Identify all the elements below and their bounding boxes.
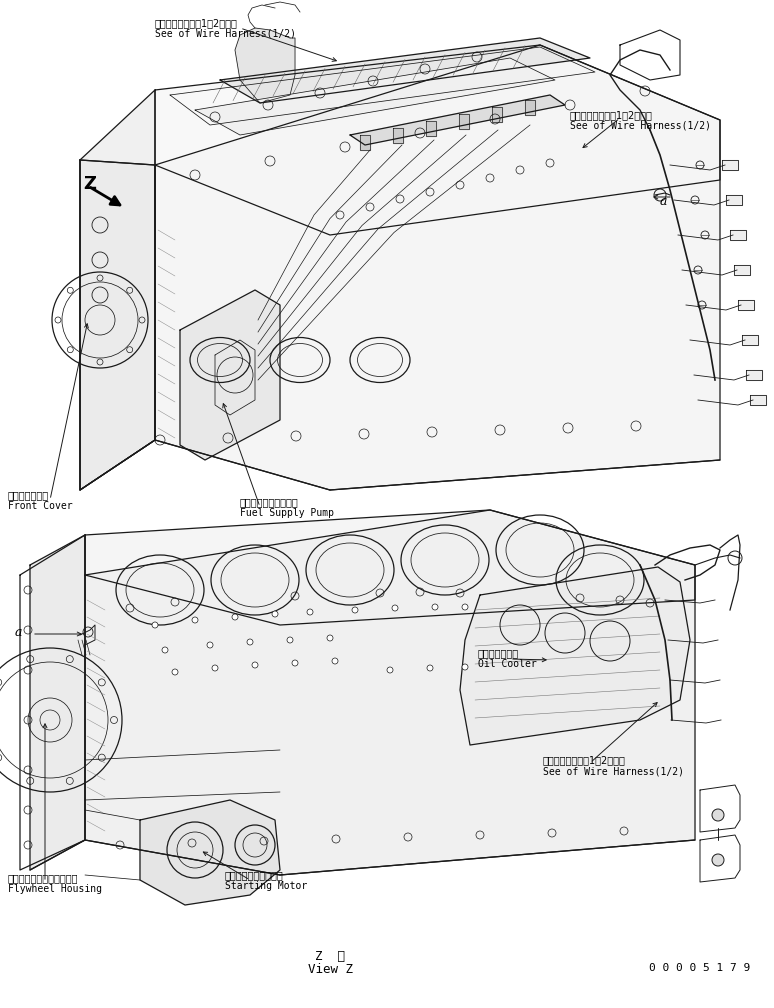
Circle shape (712, 809, 724, 821)
Polygon shape (85, 510, 695, 625)
Circle shape (327, 635, 333, 641)
Circle shape (427, 665, 433, 671)
Circle shape (392, 605, 398, 611)
Circle shape (292, 660, 298, 666)
Polygon shape (426, 121, 436, 136)
Circle shape (712, 854, 724, 866)
Polygon shape (195, 58, 555, 135)
Polygon shape (220, 38, 590, 103)
Text: a: a (660, 195, 667, 208)
Polygon shape (360, 135, 370, 150)
Text: See of Wire Harness(1/2): See of Wire Harness(1/2) (155, 29, 296, 39)
Text: Front Cover: Front Cover (8, 501, 73, 511)
Text: スターティングモータ: スターティングモータ (225, 870, 284, 880)
Polygon shape (80, 90, 155, 490)
Circle shape (172, 669, 178, 675)
Polygon shape (742, 335, 758, 345)
Polygon shape (525, 100, 535, 115)
Circle shape (332, 658, 338, 664)
Circle shape (247, 639, 253, 645)
Polygon shape (350, 95, 565, 145)
Text: オイルクーラー: オイルクーラー (478, 648, 519, 658)
Circle shape (152, 622, 158, 628)
Polygon shape (722, 160, 738, 170)
Polygon shape (155, 45, 720, 235)
Circle shape (162, 647, 168, 653)
Polygon shape (738, 300, 754, 310)
Polygon shape (85, 510, 695, 875)
Circle shape (212, 665, 218, 671)
Text: a: a (15, 626, 22, 639)
Polygon shape (30, 535, 85, 870)
Text: Z: Z (83, 175, 96, 193)
Text: Flywheel Housing: Flywheel Housing (8, 884, 102, 894)
Polygon shape (746, 370, 762, 380)
Polygon shape (726, 195, 742, 205)
Circle shape (232, 614, 238, 620)
Polygon shape (80, 160, 155, 490)
Polygon shape (155, 45, 720, 490)
Circle shape (192, 617, 198, 623)
Text: Z  視: Z 視 (315, 950, 345, 963)
Text: フライホイールハウジング: フライホイールハウジング (8, 873, 78, 883)
Text: ワイヤハーネス（1／2）参照: ワイヤハーネス（1／2）参照 (155, 18, 238, 28)
Circle shape (287, 637, 293, 643)
Polygon shape (730, 230, 746, 240)
Text: フロントカバー: フロントカバー (8, 490, 49, 500)
Text: See of Wire Harness(1/2): See of Wire Harness(1/2) (570, 121, 711, 131)
Text: ワイヤハーネス（1／2）参照: ワイヤハーネス（1／2）参照 (543, 755, 626, 765)
Text: 0 0 0 0 5 1 7 9: 0 0 0 0 5 1 7 9 (649, 963, 750, 973)
Text: Starting Motor: Starting Motor (225, 881, 307, 891)
Text: フェルサプライポンプ: フェルサプライポンプ (240, 497, 299, 507)
Polygon shape (459, 114, 469, 129)
Circle shape (462, 664, 468, 670)
Circle shape (432, 604, 438, 610)
Polygon shape (140, 800, 280, 905)
Polygon shape (235, 28, 295, 103)
Text: ワイヤハーネス（1／2）参照: ワイヤハーネス（1／2）参照 (570, 110, 653, 120)
Text: Fuel Supply Pump: Fuel Supply Pump (240, 508, 334, 518)
Polygon shape (393, 128, 403, 143)
Circle shape (207, 642, 213, 648)
Text: View Z: View Z (307, 963, 352, 976)
Polygon shape (460, 566, 690, 745)
Circle shape (307, 609, 313, 615)
Polygon shape (750, 395, 766, 405)
Circle shape (387, 667, 393, 673)
Polygon shape (734, 265, 750, 275)
Polygon shape (492, 107, 502, 122)
Circle shape (252, 662, 258, 668)
Circle shape (352, 607, 358, 613)
Text: See of Wire Harness(1/2): See of Wire Harness(1/2) (543, 766, 684, 776)
Polygon shape (180, 290, 280, 460)
Circle shape (272, 611, 278, 617)
Text: Oil Cooler: Oil Cooler (478, 659, 536, 669)
Circle shape (462, 604, 468, 610)
